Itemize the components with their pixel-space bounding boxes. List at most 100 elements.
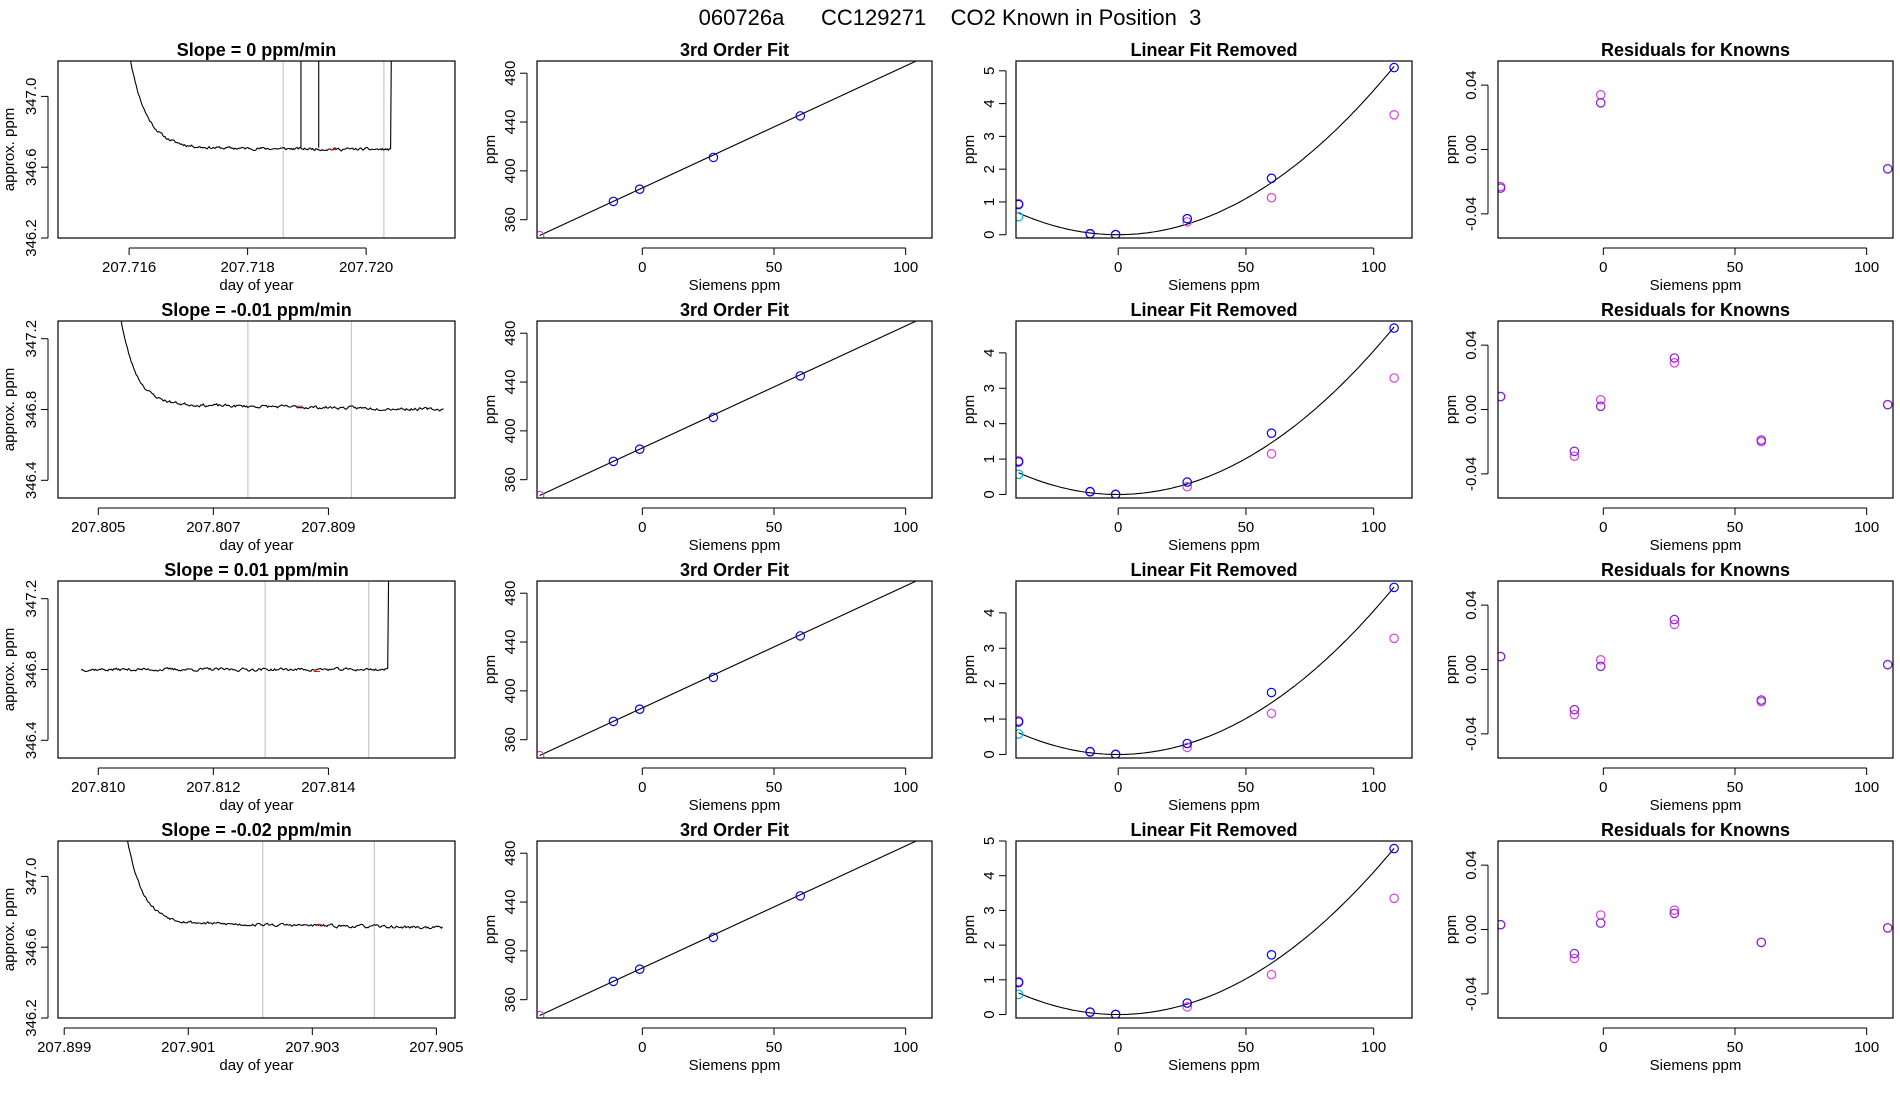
x-tick-label: 100: [1854, 519, 1879, 536]
x-tick-label: 100: [893, 259, 918, 276]
plot-area: [1498, 90, 1893, 193]
x-axis-label: Siemens ppm: [1650, 1057, 1742, 1074]
y-tick-label: 347.2: [23, 580, 40, 618]
panel-1-1: Slope = 0 ppm/min 207.716 207.718 207.720 da…: [1, 40, 456, 294]
x-tick-label: 100: [1854, 1039, 1879, 1056]
data-point-blue: [1085, 1007, 1095, 1017]
data-point-blue: [1016, 457, 1024, 467]
data-point-blue: [1110, 749, 1121, 758]
y-tick-label: 400: [502, 938, 519, 963]
data-point: [923, 572, 931, 580]
x-axis-label: Siemens ppm: [1168, 277, 1260, 294]
y-tick-label: 3: [981, 132, 998, 140]
x-axis-label: Siemens ppm: [689, 277, 781, 294]
x-tick-label: 207.718: [220, 259, 274, 276]
y-tick-label: 346.8: [23, 651, 40, 689]
data-point: [634, 704, 645, 714]
data-point-magenta: [1669, 905, 1680, 915]
y-tick-label: 3: [981, 384, 998, 392]
y-axis-label: ppm: [961, 135, 978, 164]
x-tick-label: 50: [1727, 259, 1744, 276]
data-point: [634, 184, 645, 194]
y-axis-label: ppm: [1443, 655, 1460, 684]
panel-2-4: Residuals for Knowns 0 50 100 Siemens ppm -0.…: [1443, 300, 1894, 554]
y-tick-label: 3: [981, 644, 998, 652]
x-axis-label: Siemens ppm: [689, 537, 781, 554]
data-point-cyan: [1016, 729, 1024, 739]
data-point-cyan: [1016, 469, 1024, 480]
y-tick-label: 346.2: [23, 999, 40, 1037]
y-tick-label: 400: [502, 418, 519, 443]
data-point-blue: [1569, 948, 1580, 959]
panel-3-1: Slope = 0.01 ppm/min 207.810 207.812 207.81…: [1, 560, 456, 814]
x-tick-label: 0: [1114, 779, 1122, 796]
data-point-blue: [1266, 687, 1277, 698]
fit-curve: [1018, 326, 1395, 496]
page-title: 060726a CC129271 CO2 Known in Position 3: [699, 5, 1202, 30]
fit-curve: [1018, 66, 1395, 236]
y-tick-label: 360: [502, 727, 519, 752]
data-point-blue: [1669, 614, 1680, 625]
y-tick-label: 2: [981, 679, 998, 687]
y-tick-label: 0: [981, 231, 998, 239]
x-tick-label: 100: [893, 1039, 918, 1056]
data-point-blue: [1669, 353, 1680, 363]
y-tick-label: -0.04: [1463, 977, 1480, 1011]
y-tick-label: 360: [502, 207, 519, 232]
data-point-magenta: [1182, 217, 1192, 227]
data-point-magenta: [1389, 633, 1399, 644]
y-tick-label: 0.00: [1463, 135, 1480, 164]
data-point: [537, 490, 545, 498]
x-axis-label: day of year: [219, 277, 293, 294]
data-point-magenta: [1182, 1002, 1192, 1012]
data-point-blue: [1882, 399, 1893, 410]
panel-title: 3rd Order Fit: [680, 40, 789, 60]
y-tick-label: 1: [981, 455, 998, 463]
data-point-blue: [1182, 738, 1192, 749]
x-tick-label: 100: [1361, 259, 1386, 276]
x-tick-label: 100: [1361, 1039, 1386, 1056]
x-tick-label: 100: [1854, 259, 1879, 276]
data-point-blue: [1016, 199, 1024, 210]
data-point: [795, 891, 806, 901]
data-point-blue: [1182, 213, 1192, 224]
y-tick-label: 346.4: [23, 462, 40, 500]
data-point-magenta: [1389, 893, 1399, 904]
data-point-magenta: [1569, 709, 1580, 720]
data-point-blue: [1669, 908, 1680, 919]
y-tick-label: 346.8: [23, 391, 40, 429]
panel-title: Linear Fit Removed: [1130, 560, 1297, 580]
y-tick-label: 440: [502, 370, 519, 395]
plot-frame: [1497, 580, 1894, 759]
y-tick-label: -0.04: [1463, 457, 1480, 491]
x-tick-label: 207.805: [71, 519, 125, 536]
y-tick-label: 0.04: [1463, 331, 1480, 360]
y-axis-label: ppm: [482, 915, 499, 944]
y-tick-label: 360: [502, 467, 519, 492]
panel-title: Residuals for Knowns: [1601, 560, 1790, 580]
data-point: [708, 412, 719, 423]
data-point: [795, 371, 806, 381]
x-axis-label: Siemens ppm: [1168, 1057, 1260, 1074]
panel-title: 3rd Order Fit: [680, 820, 789, 840]
x-tick-label: 50: [1238, 519, 1255, 536]
concentration-trace: [80, 581, 390, 673]
data-point: [608, 976, 619, 987]
data-point-magenta: [1266, 969, 1277, 980]
data-point-cyan: [1016, 211, 1024, 222]
y-tick-label: 4: [981, 872, 998, 880]
plot-frame: [1497, 840, 1894, 1019]
panel-title: Linear Fit Removed: [1130, 40, 1297, 60]
fit-line: [539, 321, 918, 497]
y-tick-label: 440: [502, 630, 519, 655]
y-tick-label: 0.00: [1463, 395, 1480, 424]
data-point-cyan: [1016, 989, 1024, 1000]
panel-4-4: Residuals for Knowns 0 50 100 Siemens ppm -0.…: [1443, 820, 1894, 1074]
plot-area: [120, 321, 444, 498]
y-axis-label: approx. ppm: [1, 628, 18, 711]
y-axis-label: ppm: [961, 655, 978, 684]
y-axis-label: ppm: [1443, 915, 1460, 944]
x-tick-label: 0: [1599, 519, 1607, 536]
fit-curve: [1018, 847, 1395, 1016]
data-point-magenta: [1595, 910, 1606, 920]
